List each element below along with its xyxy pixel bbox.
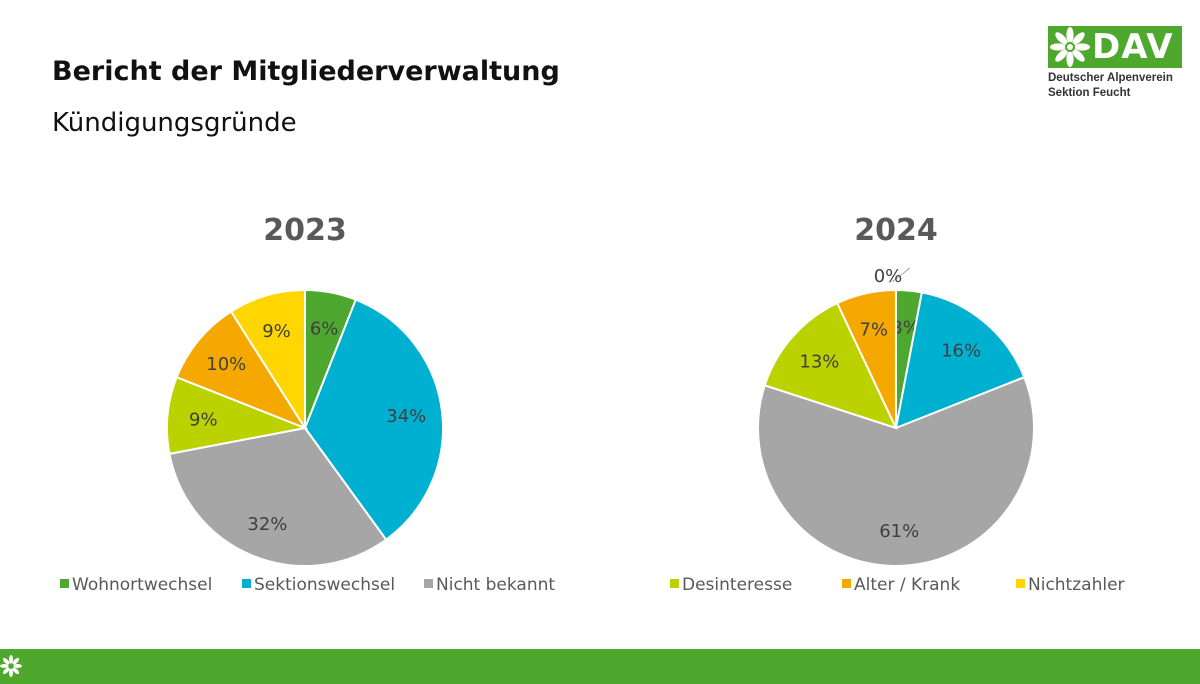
legend-label-nichtzahler: Nichtzahler: [1028, 575, 1125, 595]
legend-label-wohnortwechsel: Wohnortwechsel: [72, 575, 212, 595]
pie-slice-sektionswechsel: [303, 298, 444, 542]
pie-slice-sektionswechsel: [894, 291, 1026, 430]
logo-wordmark: DAV: [1092, 27, 1174, 67]
legend-swatch-desinteresse: [670, 579, 679, 588]
pie-slice-nichtzahler: [229, 288, 306, 432]
pie-slice-nicht-bekannt: [168, 426, 388, 567]
dav-logo: DAV Deutscher Alpenverein Sektion Feucht: [1046, 24, 1186, 108]
data-label-sektionswechsel: 34%: [386, 406, 426, 427]
data-label-alter-krank: 7%: [859, 319, 888, 340]
data-label-nichtzahler: 9%: [262, 321, 291, 342]
chart-title: 2023: [263, 213, 347, 248]
page-subtitle: Kündigungsgründe: [52, 108, 297, 138]
legend-swatch-nicht-bekannt: [424, 579, 433, 588]
legend-swatch-wohnortwechsel: [60, 579, 69, 588]
legend-label-nicht-bekannt: Nicht bekannt: [436, 575, 555, 595]
legend-label-desinteresse: Desinteresse: [682, 575, 792, 595]
data-label-nichtzahler: 0%: [874, 266, 903, 287]
chart-title: 2024: [854, 213, 938, 248]
data-label-alter-krank: 10%: [206, 354, 246, 375]
edelweiss-icon: [0, 655, 22, 677]
legend-label-sektionswechsel: Sektionswechsel: [254, 575, 395, 595]
data-label-wohnortwechsel: 6%: [310, 319, 339, 340]
edelweiss-icon: [1050, 27, 1090, 67]
logo-section-name: Sektion Feucht: [1048, 87, 1131, 99]
logo-org-name: Deutscher Alpenverein: [1048, 72, 1173, 84]
pie-slice-alter-krank: [835, 288, 897, 429]
legend-swatch-nichtzahler: [1016, 579, 1025, 588]
pie-slice-nicht-bekannt: [757, 375, 1035, 567]
data-label-sektionswechsel: 16%: [941, 340, 981, 361]
pie-slice-desinteresse: [763, 301, 898, 430]
data-label-nicht-bekannt: 32%: [247, 514, 287, 535]
legend-swatch-sektionswechsel: [242, 579, 251, 588]
data-label-nicht-bekannt: 61%: [879, 521, 919, 542]
data-label-desinteresse: 13%: [799, 352, 839, 373]
data-label-wohnortwechsel: 3%: [891, 317, 920, 338]
footer-bar: [0, 649, 1200, 684]
legend-swatch-alter-krank: [842, 579, 851, 588]
page-title: Bericht der Mitgliederverwaltung: [52, 56, 560, 87]
pie-slice-alter-krank: [175, 310, 308, 431]
label-leader-line: [891, 267, 911, 283]
data-label-desinteresse: 9%: [189, 409, 218, 430]
logo-badge: DAV: [1048, 26, 1182, 68]
legend-label-alter-krank: Alter / Krank: [854, 575, 960, 595]
